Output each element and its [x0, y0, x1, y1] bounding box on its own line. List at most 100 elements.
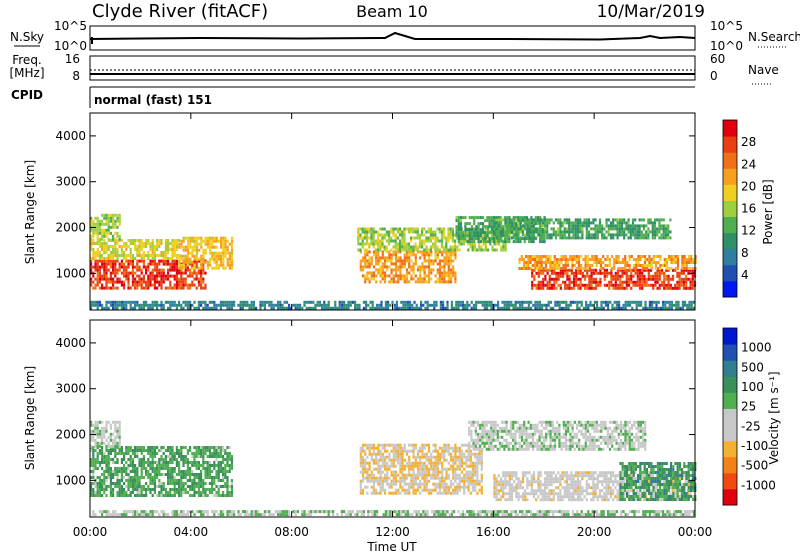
power-cell	[156, 262, 159, 266]
power-cell	[173, 242, 176, 245]
power-cell	[596, 303, 599, 307]
power-cell	[656, 280, 659, 284]
power-cell	[224, 236, 227, 240]
power-cell	[678, 286, 681, 290]
power-cell	[228, 263, 231, 267]
velocity-cell	[200, 473, 203, 476]
velocity-cell	[127, 458, 130, 461]
power-cell	[674, 255, 677, 258]
power-cell	[131, 265, 134, 269]
velocity-cell	[408, 461, 411, 465]
power-cell	[187, 245, 190, 249]
power-cell	[538, 255, 541, 258]
power-cell	[443, 271, 446, 275]
power-cell	[189, 242, 192, 246]
velocity-cell	[228, 494, 231, 497]
velocity-cell	[118, 488, 121, 491]
power-cell	[495, 236, 498, 240]
velocity-cell	[175, 479, 178, 482]
power-cell	[202, 277, 205, 281]
velocity-cell	[381, 452, 384, 456]
power-cell	[423, 227, 426, 231]
velocity-cell	[178, 467, 181, 470]
velocity-cell	[200, 482, 203, 485]
power-cell	[197, 306, 200, 310]
power-cell	[189, 262, 192, 266]
power-cell	[436, 256, 439, 260]
power-cell	[158, 262, 161, 266]
power-cell	[542, 261, 545, 264]
power-cell	[662, 230, 665, 234]
power-cell	[585, 218, 588, 222]
velocity-cell	[359, 479, 362, 483]
power-cell	[153, 277, 156, 281]
power-cell	[449, 230, 452, 234]
power-cell	[416, 233, 419, 237]
power-cell	[410, 245, 413, 249]
power-cell	[180, 263, 183, 267]
velocity-cell	[96, 423, 99, 427]
velocity-cell	[178, 479, 181, 482]
power-cell	[419, 265, 422, 269]
power-cell	[182, 300, 185, 304]
power-cell	[483, 303, 486, 307]
power-cell	[467, 236, 470, 240]
velocity-cell	[129, 479, 132, 482]
velocity-cell	[180, 458, 183, 461]
power-cell	[138, 268, 141, 272]
velocity-cell	[131, 491, 134, 494]
power-cell	[660, 224, 663, 228]
velocity-cell	[200, 449, 203, 452]
power-cell	[583, 268, 587, 272]
power-cell	[101, 213, 104, 217]
power-cell	[621, 271, 624, 275]
velocity-cell	[101, 488, 104, 491]
velocity-cell	[90, 449, 93, 452]
power-cell	[231, 242, 234, 246]
power-cell	[632, 268, 635, 272]
power-cell	[187, 251, 190, 255]
velocity-cell	[151, 470, 154, 473]
power-cell	[544, 261, 548, 264]
power-cell	[443, 236, 446, 240]
power-cell	[636, 230, 639, 234]
power-cell	[575, 267, 578, 270]
power-cell	[109, 251, 112, 254]
power-cell	[443, 230, 446, 234]
velocity-cell	[432, 449, 435, 453]
power-cell	[107, 280, 110, 284]
power-cell	[266, 300, 269, 304]
power-cell	[368, 265, 371, 269]
power-cell	[466, 303, 469, 307]
power-cell	[231, 248, 234, 252]
velocity-cell	[169, 476, 172, 479]
power-cell	[547, 261, 550, 264]
power-cell	[534, 300, 537, 304]
power-cell	[484, 237, 487, 241]
velocity-cell	[171, 473, 174, 476]
velocity-cell	[112, 438, 115, 442]
power-cell	[503, 240, 507, 244]
power-cell	[451, 227, 454, 231]
power-cell	[164, 248, 167, 251]
power-cell	[103, 306, 106, 310]
power-cell	[399, 265, 402, 269]
velocity-cell	[193, 452, 196, 455]
power-cell	[492, 240, 496, 244]
power-cell	[577, 283, 580, 287]
power-cell	[90, 268, 93, 272]
power-cell	[147, 262, 150, 266]
power-cell	[555, 258, 559, 261]
power-cell	[602, 261, 605, 264]
power-cell	[403, 277, 406, 281]
power-cell	[459, 219, 463, 223]
velocity-cell	[101, 438, 104, 442]
power-cell	[599, 261, 603, 264]
velocity-cell	[107, 441, 110, 445]
velocity-cell	[392, 455, 395, 459]
power-cell	[442, 303, 445, 307]
power-cell	[129, 259, 132, 263]
power-cell	[510, 300, 513, 304]
power-cell	[549, 306, 552, 310]
velocity-cell	[421, 461, 424, 465]
